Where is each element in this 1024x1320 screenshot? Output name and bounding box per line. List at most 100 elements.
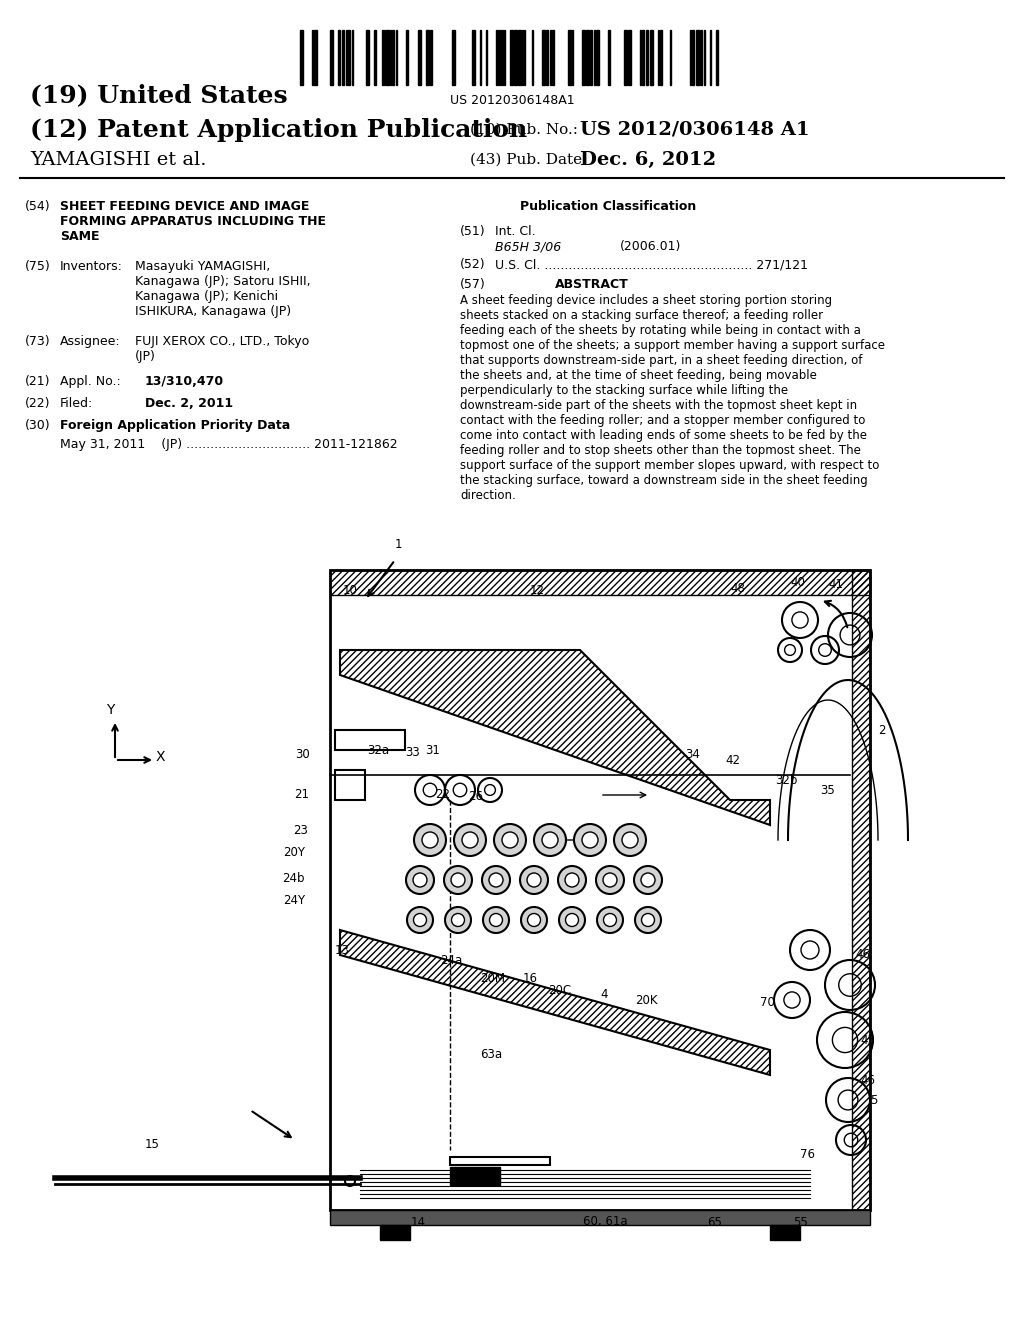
Circle shape — [520, 866, 548, 894]
Text: 32b: 32b — [775, 774, 798, 787]
Text: (2006.01): (2006.01) — [620, 240, 681, 253]
Circle shape — [414, 913, 427, 927]
Text: 24a: 24a — [440, 953, 462, 966]
Text: (10) Pub. No.:: (10) Pub. No.: — [470, 123, 578, 137]
Bar — [380, 1225, 410, 1239]
Text: Foreign Application Priority Data: Foreign Application Priority Data — [60, 418, 290, 432]
Text: 20M: 20M — [480, 972, 505, 985]
Text: 1: 1 — [395, 539, 402, 552]
Circle shape — [414, 824, 446, 855]
Bar — [374, 30, 376, 84]
Circle shape — [582, 832, 598, 847]
Bar — [472, 30, 475, 84]
Bar — [314, 30, 317, 84]
Circle shape — [597, 907, 623, 933]
Text: 12: 12 — [530, 583, 545, 597]
Text: 4: 4 — [600, 989, 607, 1002]
Text: 10: 10 — [343, 583, 358, 597]
Circle shape — [574, 824, 606, 855]
Circle shape — [596, 866, 624, 894]
Circle shape — [482, 866, 510, 894]
Text: US 20120306148A1: US 20120306148A1 — [450, 94, 574, 107]
Circle shape — [527, 913, 541, 927]
Text: YAMAGISHI et al.: YAMAGISHI et al. — [30, 150, 207, 169]
Text: 20C: 20C — [548, 983, 571, 997]
Bar — [514, 30, 517, 84]
Text: 46: 46 — [855, 949, 870, 961]
Bar — [660, 30, 662, 84]
Bar — [452, 30, 455, 84]
Text: 13/310,470: 13/310,470 — [145, 375, 224, 388]
Circle shape — [407, 907, 433, 933]
Bar — [646, 30, 648, 84]
Circle shape — [603, 913, 616, 927]
Text: 46: 46 — [860, 1073, 874, 1086]
Circle shape — [483, 907, 509, 933]
Text: (75): (75) — [25, 260, 51, 273]
Text: Int. Cl.: Int. Cl. — [495, 224, 536, 238]
Text: Y: Y — [105, 704, 115, 717]
Text: 2: 2 — [878, 723, 886, 737]
Text: 45: 45 — [860, 1034, 874, 1047]
Bar — [348, 30, 350, 84]
Circle shape — [422, 832, 438, 847]
Text: (12) Patent Application Publication: (12) Patent Application Publication — [30, 117, 527, 143]
Text: 16: 16 — [523, 972, 538, 985]
Text: A sheet feeding device includes a sheet storing portion storing
sheets stacked o: A sheet feeding device includes a sheet … — [460, 294, 885, 502]
Text: 26: 26 — [468, 791, 483, 804]
Circle shape — [451, 873, 465, 887]
Bar — [590, 30, 592, 84]
Text: (52): (52) — [460, 257, 485, 271]
Bar — [542, 30, 545, 84]
Bar — [366, 30, 369, 84]
Text: 63a: 63a — [480, 1048, 502, 1061]
Bar — [335, 730, 406, 750]
Circle shape — [534, 824, 566, 855]
Bar — [386, 30, 389, 84]
Circle shape — [641, 873, 655, 887]
Text: SHEET FEEDING DEVICE AND IMAGE
FORMING APPARATUS INCLUDING THE
SAME: SHEET FEEDING DEVICE AND IMAGE FORMING A… — [60, 201, 326, 243]
Bar — [426, 30, 429, 84]
Circle shape — [614, 824, 646, 855]
Circle shape — [489, 873, 503, 887]
Bar — [330, 570, 870, 1210]
Text: 60, 61a: 60, 61a — [583, 1216, 628, 1229]
Text: 35: 35 — [820, 784, 835, 796]
Text: 24b: 24b — [283, 871, 305, 884]
Circle shape — [635, 907, 662, 933]
Bar — [596, 30, 599, 84]
Text: 15: 15 — [145, 1138, 160, 1151]
Text: Dec. 2, 2011: Dec. 2, 2011 — [145, 397, 233, 411]
Bar — [430, 30, 432, 84]
Circle shape — [406, 866, 434, 894]
Text: B65H 3/06: B65H 3/06 — [495, 240, 561, 253]
Text: Masayuki YAMAGISHI,
Kanagawa (JP); Satoru ISHII,
Kanagawa (JP); Kenichi
ISHIKURA: Masayuki YAMAGISHI, Kanagawa (JP); Sator… — [135, 260, 310, 318]
Text: 42: 42 — [725, 754, 740, 767]
Bar — [330, 570, 870, 595]
Text: 20K: 20K — [635, 994, 657, 1006]
Text: 13: 13 — [335, 944, 350, 957]
Bar — [518, 30, 521, 84]
Bar — [510, 30, 513, 84]
Text: 34: 34 — [685, 748, 699, 762]
Circle shape — [452, 913, 465, 927]
Text: 30: 30 — [295, 748, 310, 762]
Text: 23: 23 — [293, 824, 308, 837]
Bar — [582, 30, 585, 84]
Circle shape — [521, 907, 547, 933]
Circle shape — [494, 824, 526, 855]
Bar — [406, 30, 408, 84]
Text: U.S. Cl. .................................................... 271/121: U.S. Cl. ...............................… — [495, 257, 808, 271]
Circle shape — [603, 873, 617, 887]
Text: US 2012/0306148 A1: US 2012/0306148 A1 — [580, 121, 810, 139]
Text: (73): (73) — [25, 335, 50, 348]
Text: 55: 55 — [793, 1216, 807, 1229]
Text: (30): (30) — [25, 418, 50, 432]
Text: ABSTRACT: ABSTRACT — [555, 279, 629, 290]
Bar — [700, 30, 702, 84]
Bar — [650, 30, 653, 84]
Bar — [342, 30, 344, 84]
Bar — [628, 30, 631, 84]
Bar — [770, 1225, 800, 1239]
Text: 5: 5 — [870, 1093, 878, 1106]
